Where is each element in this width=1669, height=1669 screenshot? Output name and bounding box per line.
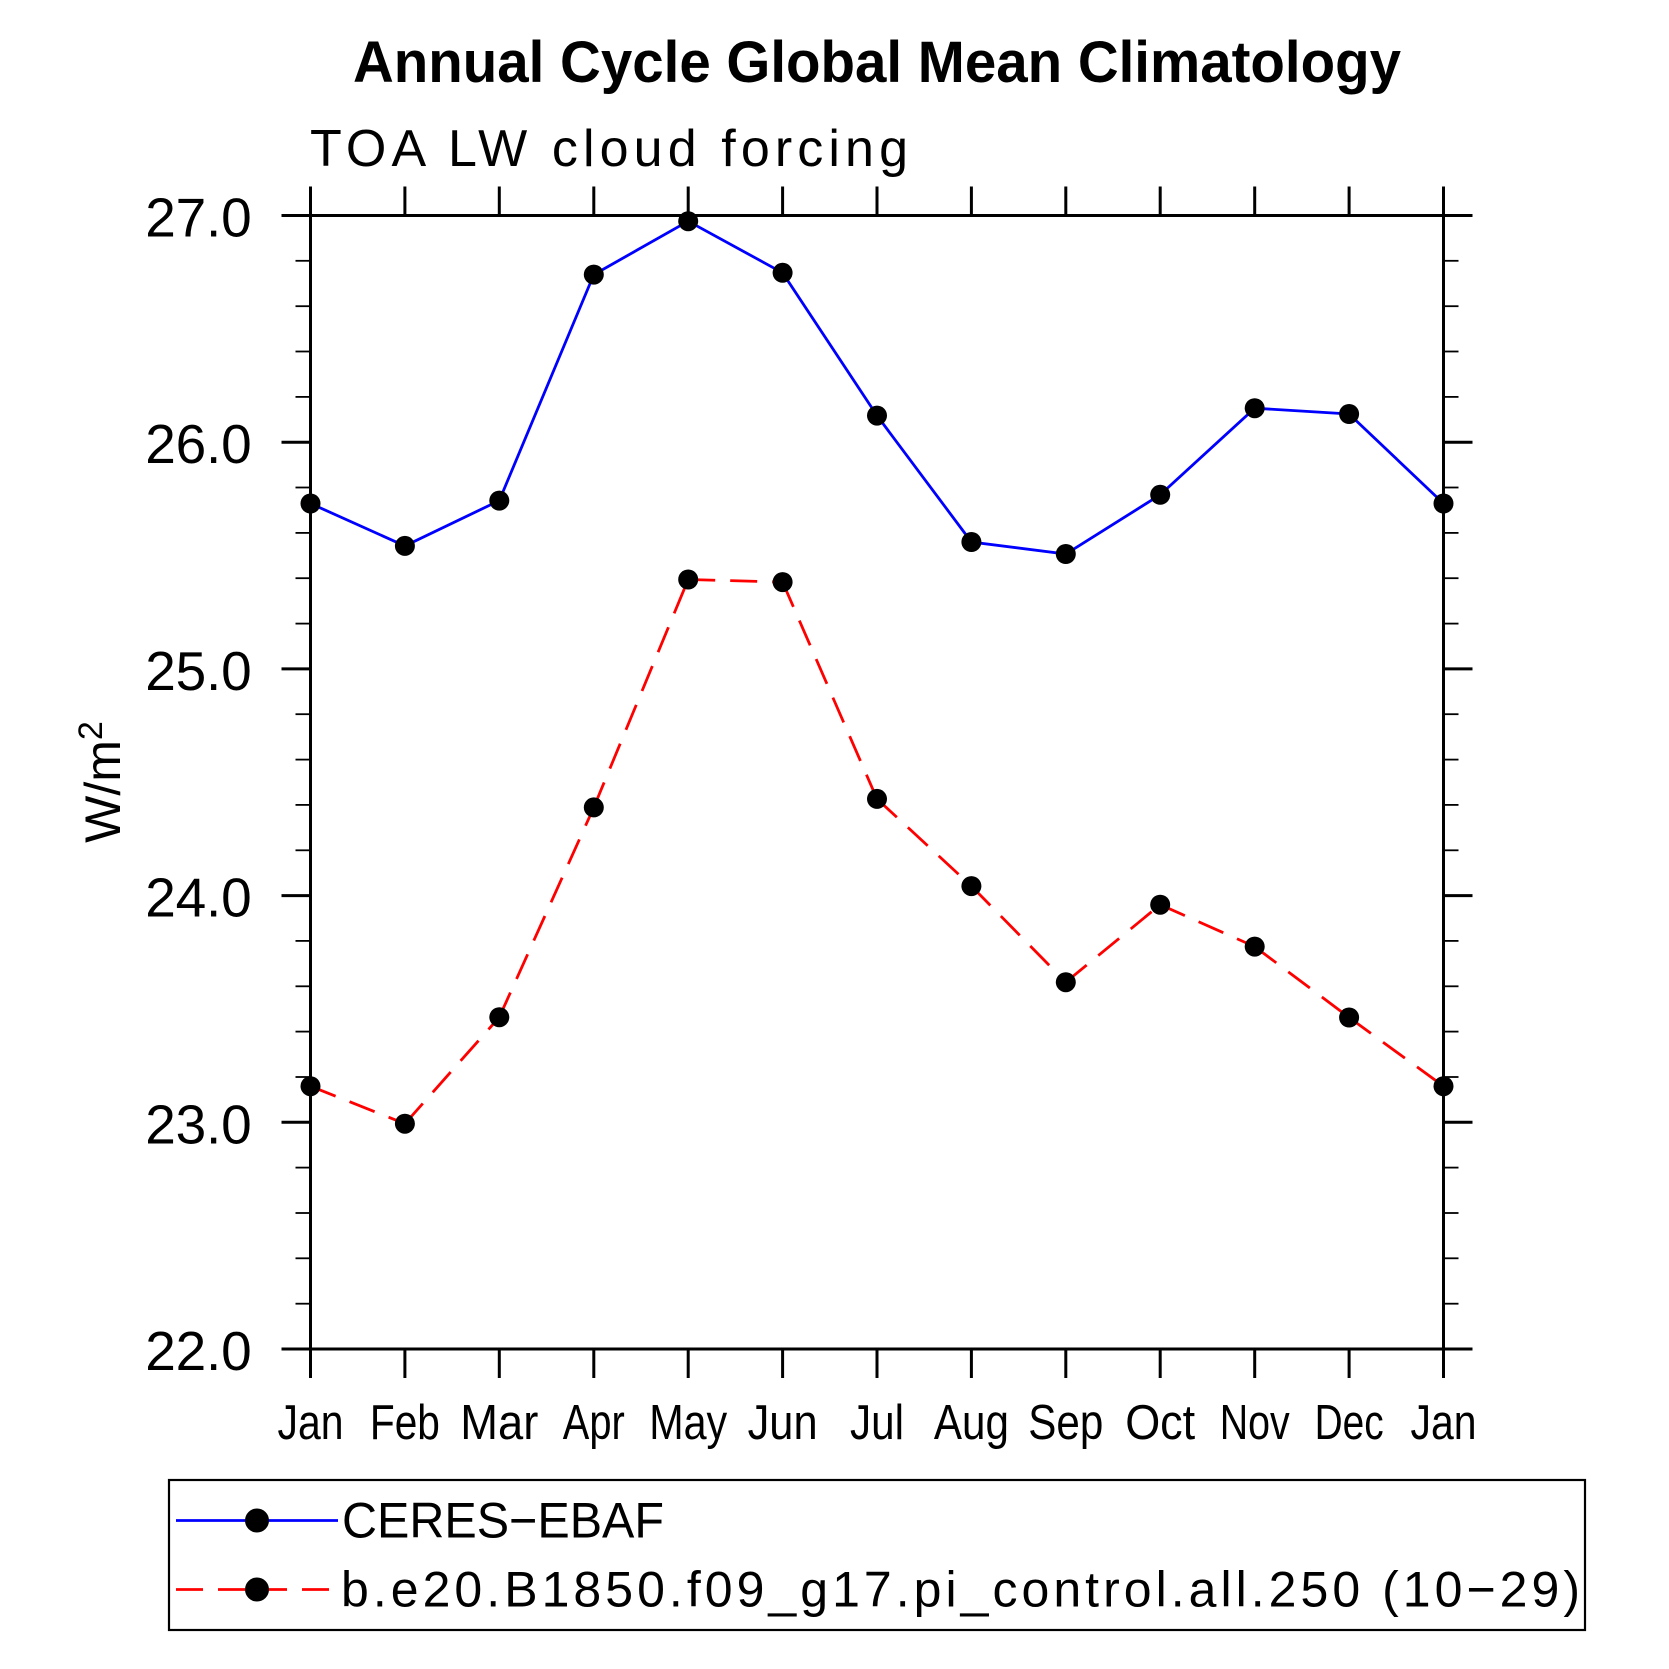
svg-text:24.0: 24.0 <box>145 867 251 929</box>
svg-text:Feb: Feb <box>370 1396 440 1450</box>
svg-text:Dec: Dec <box>1315 1396 1384 1450</box>
svg-text:22.0: 22.0 <box>145 1320 251 1382</box>
svg-text:b.e20.B1850.f09_g17.pi_control: b.e20.B1850.f09_g17.pi_control.all.250 (… <box>341 1562 1580 1618</box>
svg-text:TOA LW cloud forcing: TOA LW cloud forcing <box>310 120 908 178</box>
svg-text:Jan: Jan <box>1411 1396 1477 1450</box>
svg-text:CERES−EBAF: CERES−EBAF <box>342 1493 664 1549</box>
svg-text:Jun: Jun <box>748 1396 818 1450</box>
svg-text:Jan: Jan <box>278 1396 344 1450</box>
svg-text:Oct: Oct <box>1125 1396 1195 1450</box>
svg-text:Jul: Jul <box>850 1396 904 1450</box>
svg-text:Nov: Nov <box>1220 1396 1290 1450</box>
svg-text:May: May <box>649 1396 727 1450</box>
svg-text:W/m2: W/m2 <box>72 721 131 843</box>
svg-text:Apr: Apr <box>563 1396 625 1450</box>
svg-text:27.0: 27.0 <box>145 187 251 249</box>
svg-text:23.0: 23.0 <box>145 1093 251 1155</box>
svg-text:25.0: 25.0 <box>145 640 251 702</box>
svg-text:Mar: Mar <box>460 1396 538 1450</box>
svg-text:Sep: Sep <box>1028 1396 1103 1450</box>
svg-text:26.0: 26.0 <box>145 413 251 475</box>
svg-text:Annual Cycle Global Mean Clima: Annual Cycle Global Mean Climatology <box>353 30 1401 95</box>
svg-text:Aug: Aug <box>934 1396 1009 1450</box>
